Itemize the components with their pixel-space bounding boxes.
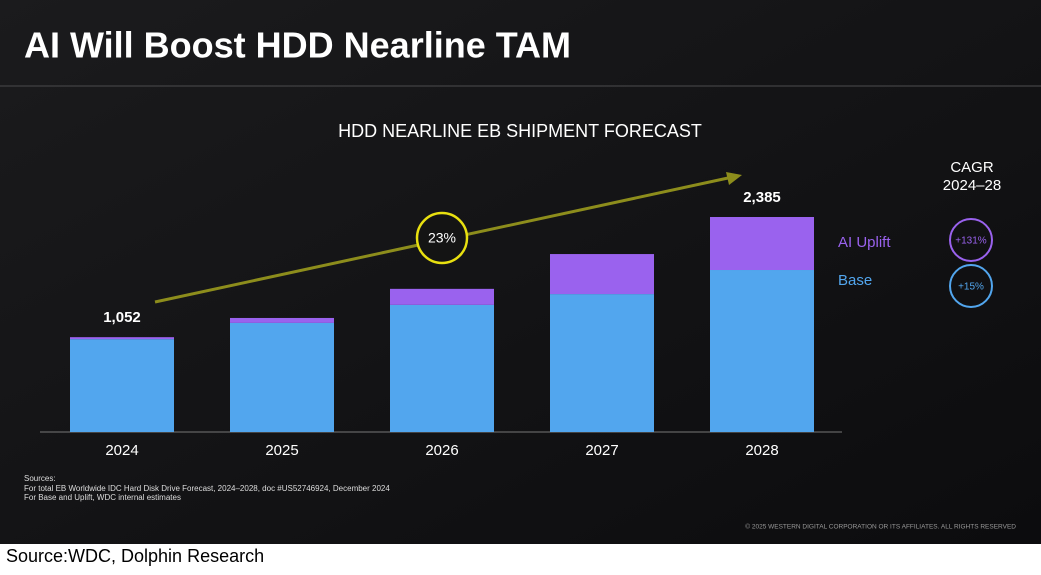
cagr-title: CAGR <box>950 159 994 176</box>
legend-entry: AI Uplift <box>838 234 891 251</box>
cagr-circle <box>949 264 993 308</box>
x-tick-label: 2025 <box>265 442 298 459</box>
source-line: For total EB Worldwide IDC Hard Disk Dri… <box>24 484 390 493</box>
slide-background <box>0 0 1041 544</box>
arrow-head <box>726 172 742 185</box>
cagr-label: +131% <box>955 236 987 247</box>
x-tick-label: 2024 <box>105 442 138 459</box>
bar-segment <box>390 288 494 305</box>
bar-segment <box>550 294 654 432</box>
bar-segment <box>710 217 814 271</box>
annotation: 23% <box>428 230 456 246</box>
annotation-circle <box>415 211 469 265</box>
slide-title: AI Will Boost HDD Nearline TAM <box>24 25 571 66</box>
source-line: For Base and Uplift, WDC internal estima… <box>24 493 181 502</box>
bar-segment <box>230 317 334 323</box>
cagr-title: 2024–28 <box>943 177 1001 194</box>
chart-title: HDD NEARLINE EB SHIPMENT FORECAST <box>338 121 702 141</box>
bar-segment <box>550 254 654 295</box>
source-line: Sources: <box>24 474 56 483</box>
bar-segment <box>70 339 174 432</box>
footer-source: Source:WDC, Dolphin Research <box>6 546 264 566</box>
copyright: © 2025 WESTERN DIGITAL CORPORATION OR IT… <box>745 523 1016 531</box>
x-tick-label: 2026 <box>425 442 458 459</box>
cagr-label: +15% <box>958 282 984 293</box>
total-label: 2,385 <box>743 189 781 206</box>
x-tick-label: 2028 <box>745 442 778 459</box>
cagr-circle <box>949 218 993 262</box>
legend-entry: Base <box>838 272 872 289</box>
bar-segment <box>390 304 494 432</box>
bar-segment <box>710 270 814 432</box>
total-label: 1,052 <box>103 309 141 326</box>
bar-segment <box>230 322 334 432</box>
bar-segment <box>70 337 174 340</box>
x-tick-label: 2027 <box>585 442 618 459</box>
